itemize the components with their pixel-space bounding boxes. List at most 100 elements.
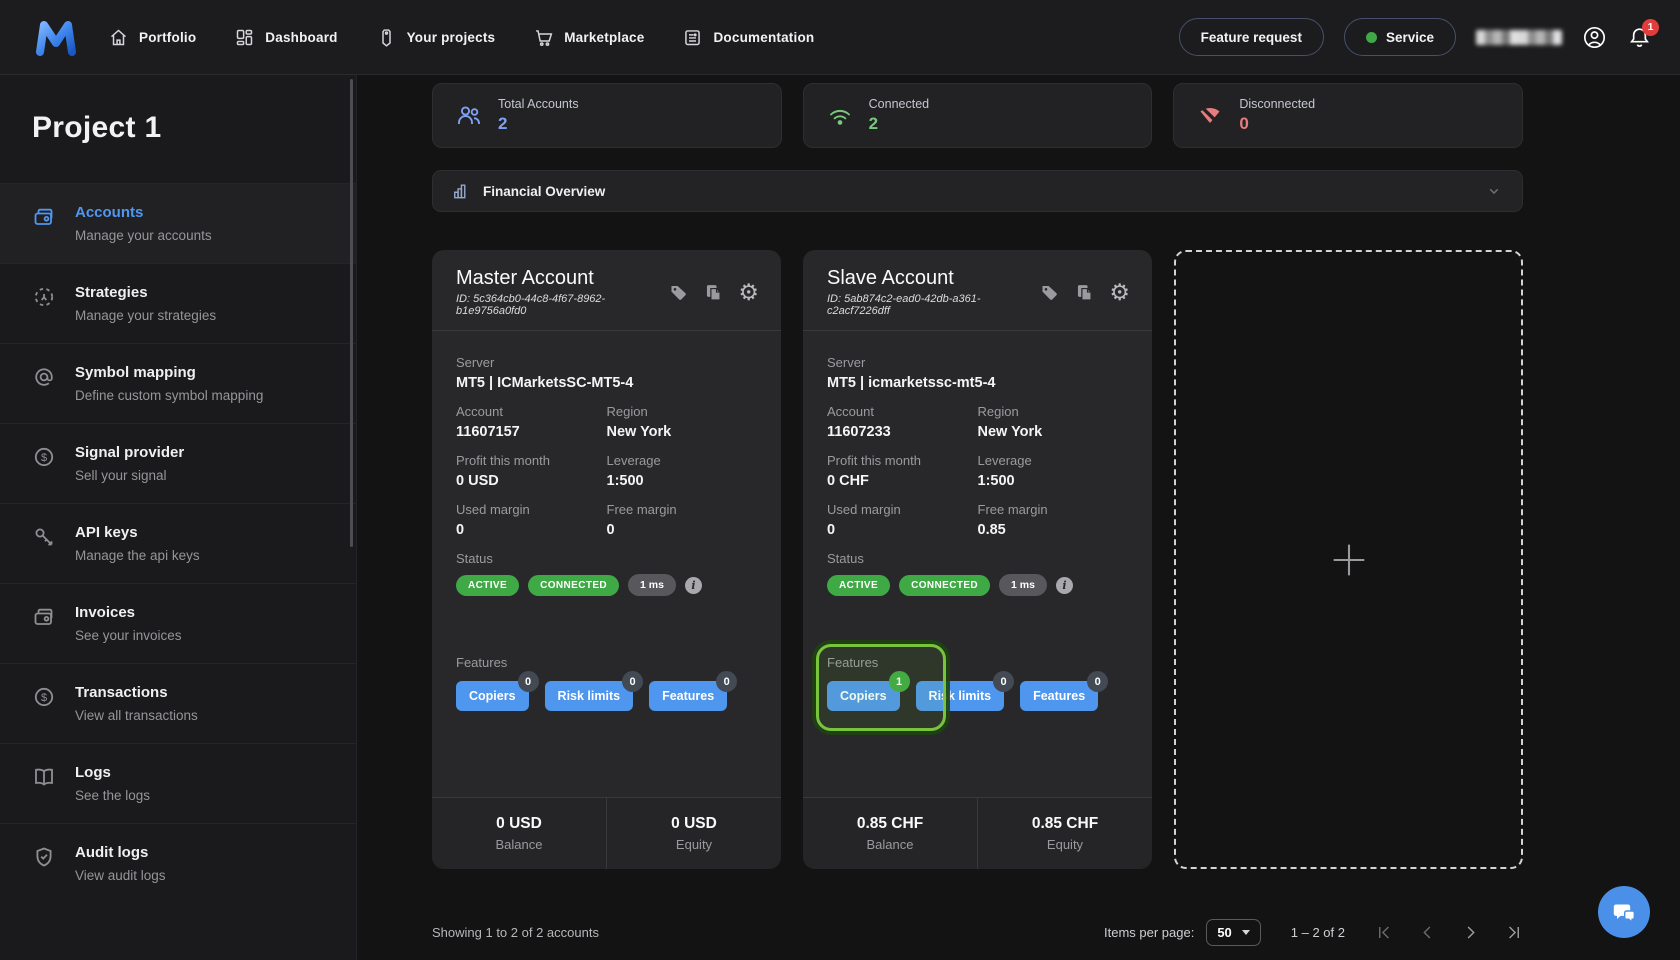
used-margin-label: Used margin [827,502,978,517]
svg-text:$: $ [41,692,47,704]
info-icon[interactable]: i [1056,577,1073,594]
sidebar-item-symbol-mapping[interactable]: Symbol mapping Define custom symbol mapp… [0,343,356,423]
nav-item-marketplace[interactable]: Marketplace [533,27,644,48]
copy-icon[interactable] [1074,282,1095,303]
features-label: Features [456,655,507,670]
region-value: New York [607,424,758,440]
account-card-footer: 0 USD Balance 0 USD Equity [432,797,781,869]
used-margin-label: Used margin [456,502,607,517]
sidebar-item-label: Signal provider [75,444,184,461]
nav-item-label: Documentation [713,30,814,45]
financial-overview-label: Financial Overview [483,184,605,199]
copiers-button[interactable]: Copiers 0 [456,681,529,711]
page-range-text: 1 – 2 of 2 [1291,925,1345,940]
sidebar-item-accounts[interactable]: Accounts Manage your accounts [0,183,356,263]
stats-row: Total Accounts 2 Connected 2 Disconnecte… [432,83,1523,148]
notifications-button[interactable]: 1 [1627,25,1652,50]
next-page-button[interactable] [1461,923,1480,942]
previous-page-button[interactable] [1418,923,1437,942]
account-menu-button[interactable] [1582,25,1607,50]
sidebar-item-description: See your invoices [75,628,182,643]
sidebar-item-label: API keys [75,524,200,541]
redacted-text [1476,30,1562,45]
sidebar: Project 1 Accounts Manage your accounts … [0,75,357,960]
feature-request-label: Feature request [1201,30,1302,45]
leverage-label: Leverage [607,453,758,468]
svg-text:$: $ [41,452,47,464]
sidebar-scrollbar-thumb[interactable] [350,79,353,547]
equity-label: Equity [1047,837,1083,852]
settings-gear-icon[interactable]: ⚙ [1109,282,1130,303]
topnav-right-controls: Feature request Service 1 [1179,18,1652,56]
sidebar-item-transactions[interactable]: $ Transactions View all transactions [0,663,356,743]
stat-card-connected: Connected 2 [803,83,1153,148]
feature-request-button[interactable]: Feature request [1179,18,1324,56]
nav-item-your-projects[interactable]: Your projects [376,27,496,48]
tag-icon[interactable] [668,282,689,303]
sidebar-item-api-keys[interactable]: API keys Manage the api keys [0,503,356,583]
wifi-off-icon [1196,102,1224,130]
stat-card-disconnected: Disconnected 0 [1173,83,1523,148]
risk-limits-button[interactable]: Risk limits 0 [916,681,1005,711]
equity-value: 0.85 CHF [1032,815,1098,833]
features-count-badge: 0 [716,671,737,692]
risk-limits-button-label: Risk limits [929,689,992,703]
document-icon [682,27,703,48]
items-per-page-select[interactable]: 50 [1206,919,1260,946]
sidebar-item-signal-provider[interactable]: $ Signal provider Sell your signal [0,423,356,503]
sidebar-item-label: Logs [75,764,150,781]
risk-limits-count-badge: 0 [622,671,643,692]
dollar-circle-icon: $ [32,685,58,723]
wallet-icon [32,605,58,643]
users-icon [455,102,483,130]
features-block: Features Copiers 0 Risk limits 0 Feature… [456,654,757,797]
sidebar-item-description: View audit logs [75,868,166,883]
stat-card-total-accounts: Total Accounts 2 [432,83,782,148]
sidebar-item-description: See the logs [75,788,150,803]
add-account-card[interactable] [1174,250,1523,869]
features-button-label: Features [662,689,714,703]
region-label: Region [607,404,758,419]
sidebar-item-invoices[interactable]: Invoices See your invoices [0,583,356,663]
free-margin-value: 0 [607,522,758,538]
account-card-footer: 0.85 CHF Balance 0.85 CHF Equity [803,797,1152,869]
accounts-grid: Master Account ID: 5c364cb0-44c8-4f67-89… [432,250,1523,869]
latency-badge: 1 ms [999,574,1047,596]
nav-item-portfolio[interactable]: Portfolio [108,27,196,48]
used-margin-value: 0 [456,522,607,538]
leverage-value: 1:500 [607,473,758,489]
service-status-button[interactable]: Service [1344,18,1456,56]
sidebar-item-label: Symbol mapping [75,364,263,381]
tag-icon[interactable] [1039,282,1060,303]
nav-item-dashboard[interactable]: Dashboard [234,27,337,48]
copiers-button[interactable]: Copiers 1 [827,681,900,711]
risk-limits-button[interactable]: Risk limits 0 [545,681,634,711]
sidebar-item-label: Transactions [75,684,198,701]
financial-overview-toggle[interactable]: Financial Overview [432,170,1523,212]
settings-gear-icon[interactable]: ⚙ [738,282,759,303]
free-margin-value: 0.85 [978,522,1129,538]
first-page-button[interactable] [1375,923,1394,942]
sidebar-item-audit-logs[interactable]: Audit logs View audit logs [0,823,356,903]
info-icon[interactable]: i [685,577,702,594]
book-icon [32,765,58,803]
server-label: Server [456,355,757,370]
last-page-button[interactable] [1504,923,1523,942]
sidebar-item-strategies[interactable]: Strategies Manage your strategies [0,263,356,343]
copiers-button-label: Copiers [840,689,887,703]
profit-label: Profit this month [827,453,978,468]
copy-icon[interactable] [703,282,724,303]
region-label: Region [978,404,1129,419]
chat-support-button[interactable] [1598,886,1650,938]
brand-m-logo[interactable] [34,17,78,57]
sidebar-item-logs[interactable]: Logs See the logs [0,743,356,823]
plus-icon [1326,537,1372,583]
sidebar-item-description: Define custom symbol mapping [75,388,263,403]
account-card-body: Server MT5 | ICMarketsSC-MT5-4 Account 1… [432,330,781,797]
features-button[interactable]: Features 0 [1020,681,1098,711]
primary-nav: Portfolio Dashboard Your projects Market… [108,27,814,48]
items-per-page-value: 50 [1217,925,1231,940]
features-button[interactable]: Features 0 [649,681,727,711]
nav-item-documentation[interactable]: Documentation [682,27,814,48]
region-value: New York [978,424,1129,440]
